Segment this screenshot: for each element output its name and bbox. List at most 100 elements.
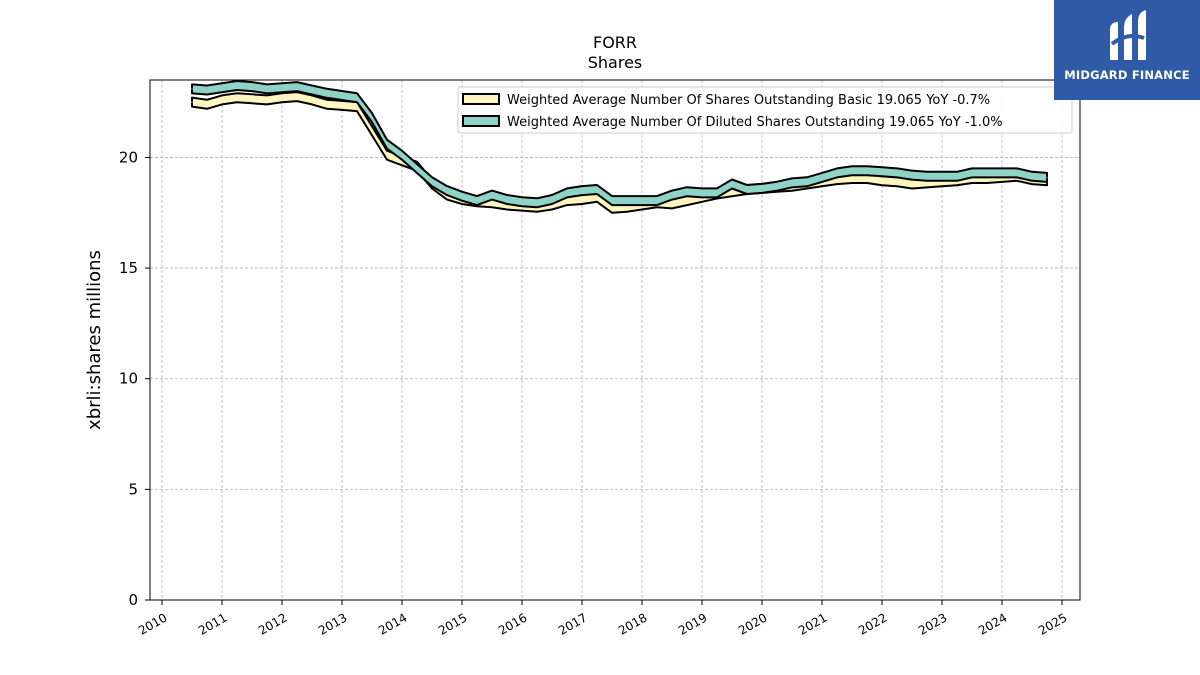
plot-frame — [149, 79, 1081, 601]
data-point — [506, 198, 508, 201]
data-point — [971, 172, 973, 174]
data-point — [191, 101, 193, 103]
data-point — [926, 182, 928, 184]
data-point — [446, 190, 448, 192]
data-point — [371, 117, 373, 119]
x-tick-label: 2010 — [136, 610, 169, 637]
data-point — [791, 182, 793, 184]
data-point — [326, 92, 328, 94]
x-tick-label: 2014 — [376, 610, 409, 637]
data-point — [221, 87, 223, 89]
data-point — [596, 188, 598, 191]
legend: Weighted Average Number Of Shares Outsta… — [457, 86, 1073, 134]
data-point — [941, 175, 943, 177]
data-point — [431, 181, 433, 183]
legend-swatch-basic — [462, 93, 500, 105]
data-point — [866, 170, 868, 172]
y-tick-label: 15 — [119, 259, 138, 277]
data-point — [581, 198, 583, 201]
x-tick-label: 2015 — [436, 610, 469, 637]
y-axis-label: xbrli:shares millions — [84, 250, 105, 430]
data-point — [626, 200, 628, 202]
data-point — [1001, 172, 1003, 174]
data-point — [956, 175, 958, 177]
x-tick-label: 2013 — [316, 610, 349, 637]
data-point — [596, 196, 598, 198]
data-point — [476, 200, 478, 202]
data-point — [401, 154, 403, 156]
data-point — [386, 154, 388, 156]
data-point — [236, 97, 238, 99]
data-point — [911, 183, 913, 185]
y-axis-ticks: 0 5 10 15 20 — [119, 148, 150, 609]
series-bands — [191, 80, 1048, 214]
chart-title: FORR — [593, 33, 637, 52]
grid — [150, 80, 1080, 600]
x-tick-label: 2019 — [676, 610, 709, 637]
data-point — [281, 87, 283, 89]
brand-name: MIDGARD FINANCE — [1064, 68, 1190, 82]
data-point — [536, 202, 538, 204]
data-point — [566, 200, 568, 202]
data-point — [566, 192, 568, 194]
x-tick-label: 2011 — [196, 610, 229, 637]
data-point — [911, 174, 913, 176]
data-point — [206, 89, 208, 91]
x-tick-label: 2025 — [1036, 610, 1069, 637]
data-point — [866, 177, 868, 180]
data-point — [881, 171, 883, 173]
x-tick-label: 2023 — [916, 610, 949, 637]
data-point — [356, 106, 358, 108]
data-point — [251, 86, 253, 88]
legend-label-diluted: Weighted Average Number Of Diluted Share… — [507, 115, 1003, 130]
x-tick-label: 2012 — [256, 610, 289, 637]
data-point — [521, 201, 523, 203]
data-point — [251, 98, 253, 100]
data-point — [356, 97, 358, 99]
y-tick-label: 0 — [128, 591, 138, 609]
data-point — [236, 84, 238, 87]
data-point — [191, 88, 193, 90]
x-tick-label: 2022 — [856, 610, 889, 637]
data-point — [686, 200, 688, 202]
data-point — [731, 183, 733, 185]
legend-frame — [457, 86, 1073, 134]
data-point — [836, 172, 838, 174]
y-tick-label: 20 — [119, 148, 138, 166]
data-point — [641, 200, 643, 202]
x-tick-label: 2018 — [616, 610, 649, 637]
legend-label-basic: Weighted Average Number Of Shares Outsta… — [507, 93, 990, 108]
data-point — [731, 191, 733, 193]
x-tick-label: 2021 — [796, 610, 829, 637]
data-point — [221, 99, 223, 101]
data-point — [296, 86, 298, 88]
data-point — [491, 202, 493, 204]
data-point — [341, 104, 343, 106]
data-point — [881, 180, 883, 182]
data-point — [851, 170, 853, 172]
x-tick-label: 2016 — [496, 610, 529, 637]
series-band-diluted — [191, 80, 1048, 209]
data-point — [296, 96, 298, 98]
y-tick-label: 10 — [119, 370, 138, 388]
data-point — [926, 175, 928, 177]
data-point — [206, 103, 208, 105]
data-point — [326, 103, 328, 105]
brand-logo: MIDGARD FINANCE — [1054, 0, 1200, 100]
data-point — [671, 194, 673, 196]
data-point — [611, 207, 613, 209]
data-point — [716, 192, 718, 194]
y-tick-label: 5 — [128, 480, 138, 498]
data-point — [806, 181, 808, 183]
x-tick-label: 2024 — [976, 610, 1009, 637]
data-point — [656, 200, 658, 202]
x-tick-label: 2020 — [736, 610, 769, 637]
data-point — [836, 179, 838, 181]
data-point — [821, 176, 823, 178]
data-point — [416, 167, 418, 170]
data-point — [986, 172, 988, 174]
data-point — [611, 200, 613, 202]
data-point — [1016, 172, 1018, 174]
data-point — [851, 177, 853, 180]
